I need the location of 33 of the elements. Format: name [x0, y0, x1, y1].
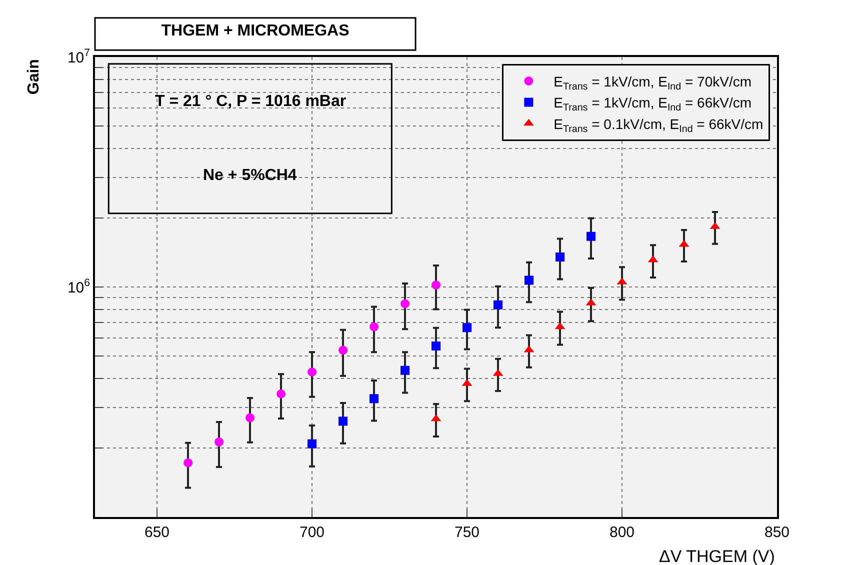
point — [184, 458, 192, 468]
point — [370, 394, 378, 404]
legend-label: E$_{Trans}$ = 1kV/cm, E$_{Ind}$ = 70kV/cm — [554, 73, 752, 92]
annotation: T = 21 ° C, P = 1016 mBar — [155, 93, 346, 110]
point — [308, 439, 316, 448]
x-tick-label: 700 — [299, 524, 325, 541]
point — [432, 341, 440, 350]
point — [308, 368, 316, 376]
point — [586, 232, 596, 241]
point — [432, 280, 440, 290]
point — [556, 252, 564, 262]
x-tick-label: 800 — [609, 524, 635, 541]
point — [338, 416, 348, 426]
chart-title: THGEM + MICROMEGAS — [161, 22, 350, 40]
legend-label: E$_{Trans}$ = 1kV/cm, E$_{Ind}$ = 66kV/cm — [554, 94, 752, 114]
point — [400, 366, 410, 375]
y-tick-label: 10$^{7}$ — [67, 46, 90, 66]
legend-label: E$_{Trans}$ = 0.1kV/cm, E$_{Ind}$ = 66kV/cm — [554, 116, 764, 135]
point — [494, 300, 502, 310]
point — [246, 413, 254, 422]
x-tick-label: 650 — [144, 524, 170, 541]
x-tick-label: 850 — [764, 524, 790, 541]
y-tick-label: 10$^{6}$ — [67, 276, 90, 296]
point — [462, 323, 472, 332]
y-axis-title: Gain — [26, 59, 43, 95]
point — [276, 389, 286, 398]
point — [214, 437, 224, 446]
point — [338, 346, 348, 355]
annotation: Ne + 5%CH4 — [203, 167, 297, 184]
x-tick-label: 750 — [454, 524, 480, 541]
point — [524, 276, 534, 285]
point — [370, 322, 378, 332]
point — [400, 299, 410, 308]
